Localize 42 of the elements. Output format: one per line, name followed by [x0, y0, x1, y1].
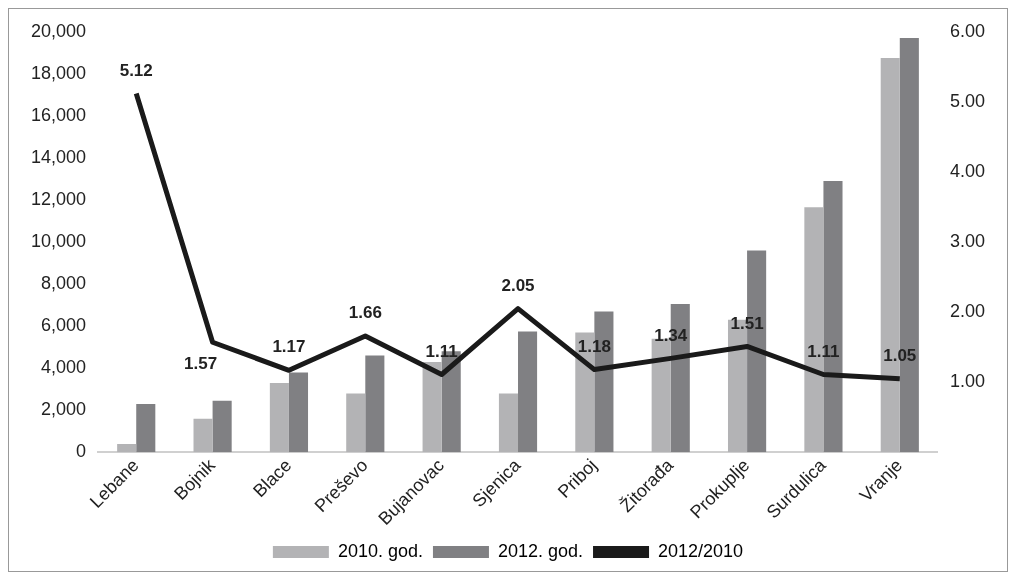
data-label: 1.11 — [425, 341, 458, 361]
bar — [117, 443, 137, 453]
y2-tick-label: 6.00 — [949, 20, 986, 41]
data-label: 1.11 — [807, 341, 840, 361]
bar — [269, 382, 289, 453]
y2-tick-label: 5.00 — [949, 90, 986, 111]
y-tick-label: 8,000 — [41, 273, 87, 294]
bar — [365, 355, 385, 453]
y-tick-label: 6,000 — [41, 315, 87, 336]
bar — [212, 400, 232, 453]
bar — [346, 393, 366, 453]
y-tick-label: 18,000 — [30, 62, 87, 83]
bar — [288, 372, 309, 453]
bar — [422, 361, 442, 453]
data-label: 1.51 — [730, 313, 764, 333]
y2-tick-label: 1.00 — [949, 371, 986, 392]
data-label: 1.34 — [654, 325, 688, 345]
data-label: 1.18 — [577, 336, 611, 356]
data-label: 5.12 — [119, 60, 153, 80]
data-label: 1.57 — [184, 354, 218, 374]
data-label: 2.05 — [501, 275, 535, 295]
y-tick-label: 4,000 — [41, 357, 87, 378]
bar — [193, 418, 213, 453]
y-tick-label: 0 — [76, 441, 87, 462]
y-tick-label: 10,000 — [30, 231, 87, 252]
y2-tick-label: 4.00 — [949, 160, 986, 181]
legend-label: 2012/2010 — [658, 540, 744, 561]
y-tick-label: 2,000 — [41, 399, 87, 420]
y-tick-label: 12,000 — [30, 188, 87, 209]
data-label: 1.05 — [883, 345, 917, 365]
bar — [518, 331, 538, 453]
y-tick-label: 16,000 — [30, 104, 87, 125]
y-tick-label: 20,000 — [30, 20, 87, 41]
data-label: 1.17 — [272, 337, 306, 357]
y2-tick-label: 2.00 — [949, 301, 986, 322]
y-tick-label: 14,000 — [30, 146, 87, 167]
data-label: 1.66 — [348, 303, 382, 323]
legend-label: 2010. god. — [337, 540, 423, 561]
y2-tick-label: 3.00 — [949, 231, 986, 252]
legend-label: 2012. god. — [497, 540, 584, 561]
bar — [136, 403, 156, 453]
bar — [498, 393, 519, 453]
